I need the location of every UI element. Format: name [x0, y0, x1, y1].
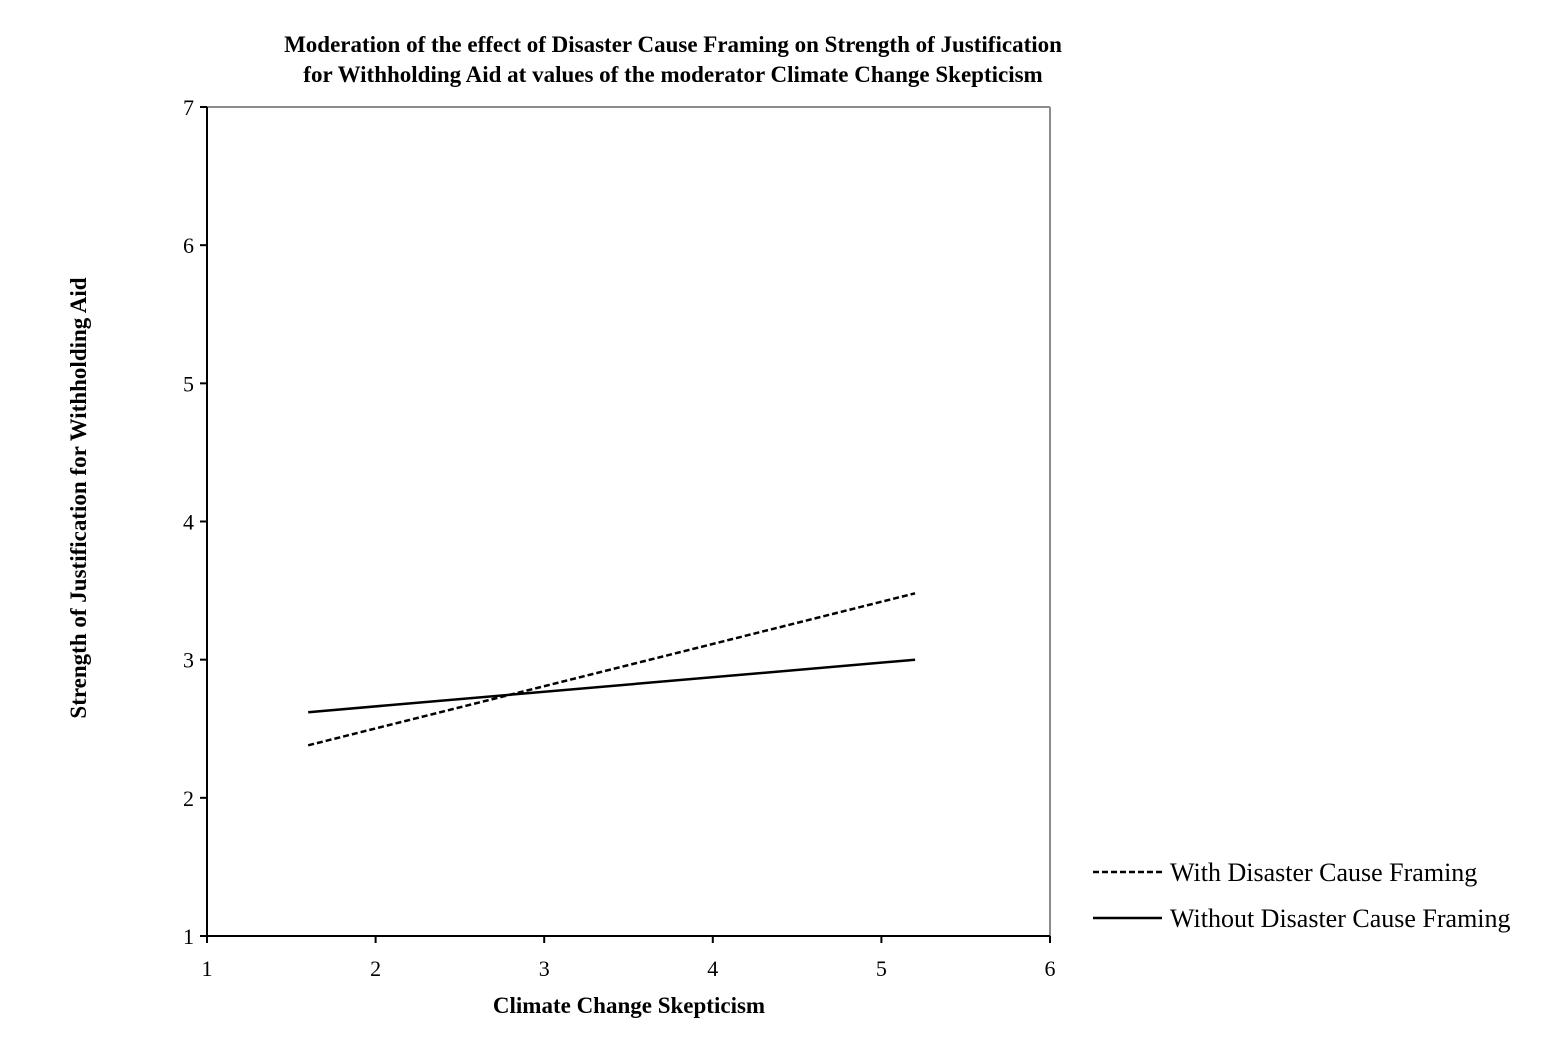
x-tick-label: 1: [202, 956, 213, 981]
y-tick-label: 6: [183, 233, 194, 258]
y-tick-label: 1: [183, 924, 194, 949]
x-tick-label: 6: [1045, 956, 1056, 981]
x-axis-ticks: 1 2 3 4 5 6: [202, 936, 1056, 981]
series-line-with-framing: [307, 592, 916, 747]
y-tick-label: 3: [183, 648, 194, 673]
x-tick-label: 3: [539, 956, 550, 981]
series-line-without-framing: [308, 658, 916, 714]
y-tick-label: 2: [183, 786, 194, 811]
y-axis-title: Strength of Justification for Withholdin…: [66, 277, 91, 718]
x-tick-label: 5: [876, 956, 887, 981]
legend-label-with-framing: With Disaster Cause Framing: [1170, 858, 1477, 887]
series-group: [307, 592, 916, 747]
x-tick-label: 2: [370, 956, 381, 981]
chart-title-line-2: for Withholding Aid at values of the mod…: [303, 62, 1042, 87]
legend: With Disaster Cause Framing Without Disa…: [1093, 858, 1511, 933]
chart-title-line-1: Moderation of the effect of Disaster Cau…: [284, 32, 1062, 57]
y-tick-label: 4: [183, 510, 194, 535]
y-tick-label: 5: [183, 371, 194, 396]
x-axis-title: Climate Change Skepticism: [493, 993, 765, 1018]
y-tick-label: 7: [183, 95, 194, 120]
y-axis-ticks: 1 2 3 4 5 6 7: [183, 95, 207, 949]
x-tick-label: 4: [707, 956, 718, 981]
legend-label-without-framing: Without Disaster Cause Framing: [1170, 904, 1511, 933]
